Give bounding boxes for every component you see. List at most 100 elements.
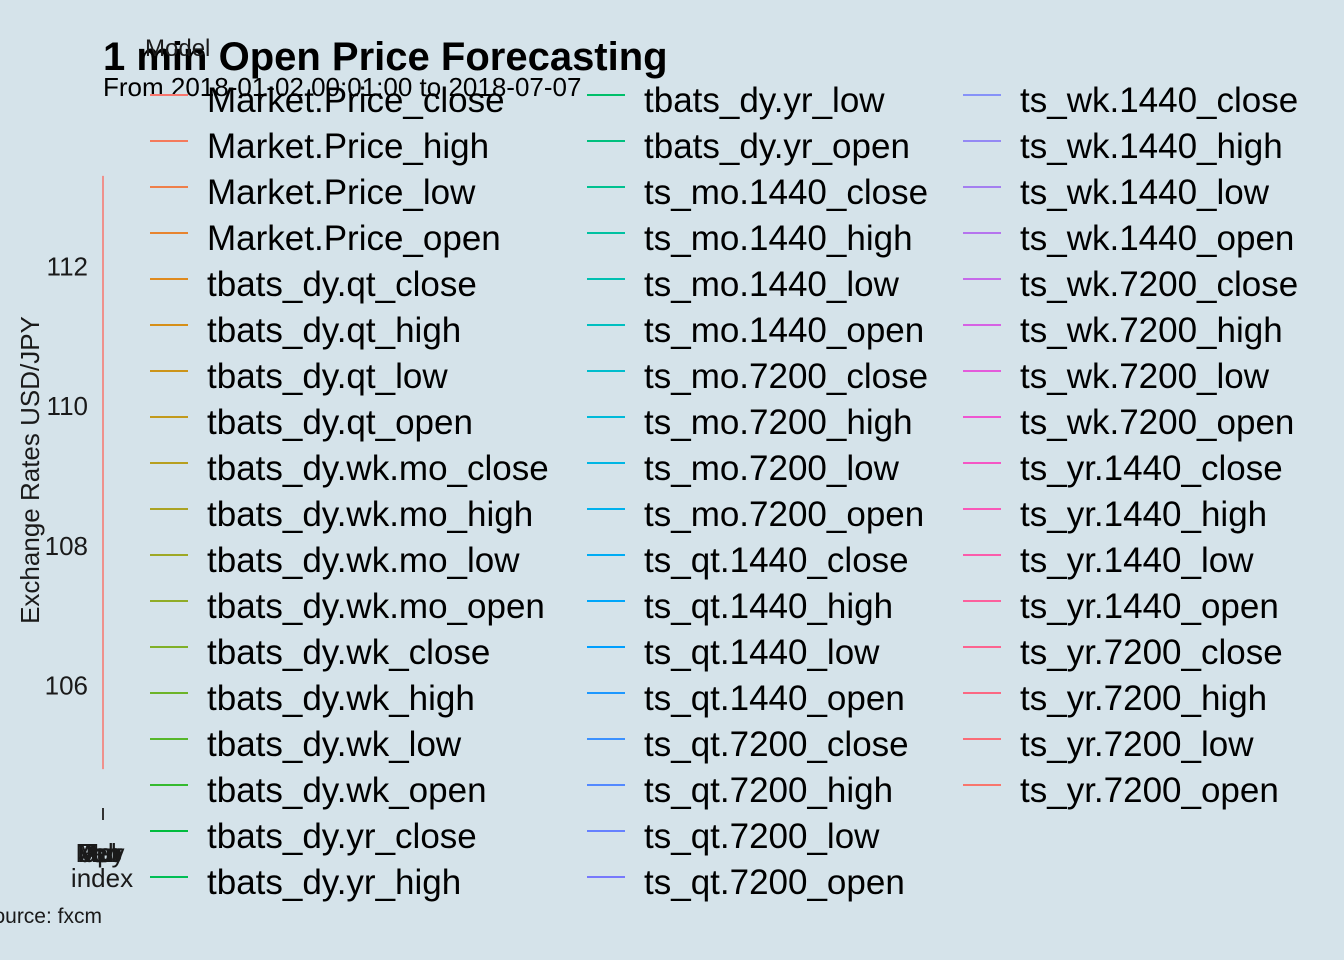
x-tick-label: Feb bbox=[78, 838, 123, 868]
legend-label: ts_qt.7200_close bbox=[644, 725, 909, 764]
legend-label: tbats_dy.wk.mo_open bbox=[207, 587, 545, 626]
legend-item: Market.Price_high bbox=[150, 127, 489, 166]
legend-item: ts_wk.1440_high bbox=[963, 127, 1283, 166]
legend-item: ts_mo.1440_close bbox=[587, 173, 928, 212]
legend-label: ts_qt.1440_low bbox=[644, 633, 880, 672]
legend-item: tbats_dy.wk.mo_low bbox=[150, 541, 520, 580]
legend-item: ts_qt.7200_close bbox=[587, 725, 909, 764]
legend: Market.Price_close Market.Price_high Marke… bbox=[150, 81, 1298, 902]
legend-item: ts_qt.1440_close bbox=[587, 541, 909, 580]
legend-label: tbats_dy.qt_high bbox=[207, 311, 461, 350]
legend-title: Model bbox=[145, 35, 210, 62]
y-tick-label: 110 bbox=[47, 391, 88, 421]
legend-label: ts_qt.7200_high bbox=[644, 771, 893, 810]
legend-label: tbats_dy.yr_high bbox=[207, 863, 461, 902]
legend-item: ts_qt.1440_low bbox=[587, 633, 880, 672]
legend-label: ts_yr.1440_close bbox=[1020, 449, 1283, 488]
legend-label: ts_mo.7200_low bbox=[644, 449, 900, 488]
legend-label: ts_wk.7200_low bbox=[1020, 357, 1270, 396]
legend-label: ts_wk.7200_close bbox=[1020, 265, 1298, 304]
legend-item: ts_mo.7200_close bbox=[587, 357, 928, 396]
legend-item: tbats_dy.wk.mo_close bbox=[150, 449, 549, 488]
legend-item: ts_mo.7200_low bbox=[587, 449, 900, 488]
legend-label: tbats_dy.wk_open bbox=[207, 771, 487, 810]
legend-label: tbats_dy.yr_low bbox=[644, 81, 885, 120]
legend-item: ts_mo.7200_high bbox=[587, 403, 913, 442]
legend-item: ts_qt.7200_open bbox=[587, 863, 905, 902]
legend-item: ts_yr.7200_high bbox=[963, 679, 1267, 718]
y-tick-label: 108 bbox=[45, 531, 88, 561]
legend-item: ts_wk.1440_low bbox=[963, 173, 1270, 212]
legend-label: ts_mo.1440_open bbox=[644, 311, 924, 350]
legend-label: ts_qt.1440_high bbox=[644, 587, 893, 626]
legend-label: ts_mo.1440_high bbox=[644, 219, 913, 258]
legend-item: ts_yr.1440_low bbox=[963, 541, 1254, 580]
legend-item: tbats_dy.wk_high bbox=[150, 679, 475, 718]
legend-item: Market.Price_close bbox=[150, 81, 505, 120]
legend-label: tbats_dy.yr_close bbox=[207, 817, 477, 856]
legend-item: tbats_dy.yr_open bbox=[587, 127, 910, 166]
chart-title: 1 min Open Price Forecasting bbox=[103, 35, 668, 79]
x-tick-label: Jul bbox=[83, 838, 116, 868]
legend-item: ts_qt.1440_high bbox=[587, 587, 893, 626]
legend-label: ts_qt.1440_open bbox=[644, 679, 905, 718]
legend-label: ts_qt.7200_open bbox=[644, 863, 905, 902]
legend-label: tbats_dy.wk_low bbox=[207, 725, 462, 764]
legend-item: ts_qt.7200_low bbox=[587, 817, 880, 856]
legend-item: ts_wk.1440_close bbox=[963, 81, 1298, 120]
legend-item: tbats_dy.qt_open bbox=[150, 403, 473, 442]
legend-label: ts_yr.7200_open bbox=[1020, 771, 1279, 810]
x-tick-label: Apr bbox=[80, 838, 121, 868]
legend-label: ts_wk.1440_open bbox=[1020, 219, 1294, 258]
x-axis-title: index bbox=[71, 863, 133, 893]
x-tick-label: Jun bbox=[79, 838, 121, 868]
legend-label: ts_wk.1440_high bbox=[1020, 127, 1283, 166]
legend-label: ts_wk.7200_high bbox=[1020, 311, 1283, 350]
legend-label: Market.Price_open bbox=[207, 219, 501, 258]
legend-item: ts_wk.7200_high bbox=[963, 311, 1283, 350]
chart-caption: Source: fxcm bbox=[0, 905, 102, 928]
y-axis-title: Exchange Rates USD/JPY bbox=[15, 316, 45, 624]
legend-item: Market.Price_low bbox=[150, 173, 476, 212]
legend-label: tbats_dy.wk_high bbox=[207, 679, 475, 718]
legend-label: ts_qt.1440_close bbox=[644, 541, 909, 580]
legend-item: tbats_dy.wk.mo_open bbox=[150, 587, 545, 626]
x-tick-label: Jan bbox=[79, 838, 121, 868]
x-tick-label: Mar bbox=[78, 838, 123, 868]
legend-item: tbats_dy.wk_close bbox=[150, 633, 490, 672]
legend-item: ts_mo.7200_open bbox=[587, 495, 924, 534]
legend-item: ts_wk.7200_low bbox=[963, 357, 1270, 396]
legend-item: ts_yr.1440_high bbox=[963, 495, 1267, 534]
legend-label: ts_qt.7200_low bbox=[644, 817, 880, 856]
legend-item: tbats_dy.wk.mo_high bbox=[150, 495, 533, 534]
legend-label: Market.Price_low bbox=[207, 173, 476, 212]
legend-item: ts_wk.7200_close bbox=[963, 265, 1298, 304]
legend-label: ts_wk.1440_low bbox=[1020, 173, 1270, 212]
legend-label: ts_yr.7200_high bbox=[1020, 679, 1267, 718]
legend-item: ts_yr.7200_low bbox=[963, 725, 1254, 764]
legend-item: ts_qt.1440_open bbox=[587, 679, 905, 718]
legend-label: ts_mo.7200_high bbox=[644, 403, 913, 442]
legend-item: ts_mo.1440_low bbox=[587, 265, 900, 304]
legend-label: ts_mo.7200_close bbox=[644, 357, 928, 396]
legend-label: tbats_dy.wk.mo_low bbox=[207, 541, 520, 580]
legend-item: ts_yr.1440_close bbox=[963, 449, 1283, 488]
legend-label: ts_wk.1440_close bbox=[1020, 81, 1298, 120]
legend-label: ts_mo.1440_low bbox=[644, 265, 900, 304]
legend-label: ts_yr.7200_low bbox=[1020, 725, 1254, 764]
legend-label: tbats_dy.wk.mo_high bbox=[207, 495, 533, 534]
legend-label: ts_yr.7200_close bbox=[1020, 633, 1283, 672]
legend-item: tbats_dy.qt_close bbox=[150, 265, 477, 304]
legend-label: tbats_dy.yr_open bbox=[644, 127, 910, 166]
legend-label: ts_mo.1440_close bbox=[644, 173, 928, 212]
legend-label: Market.Price_close bbox=[207, 81, 505, 120]
legend-label: tbats_dy.qt_low bbox=[207, 357, 448, 396]
legend-item: ts_qt.7200_high bbox=[587, 771, 893, 810]
legend-label: Market.Price_high bbox=[207, 127, 489, 166]
legend-label: tbats_dy.qt_close bbox=[207, 265, 477, 304]
legend-item: tbats_dy.wk_low bbox=[150, 725, 462, 764]
legend-item: tbats_dy.yr_high bbox=[150, 863, 461, 902]
legend-item: ts_mo.1440_high bbox=[587, 219, 913, 258]
